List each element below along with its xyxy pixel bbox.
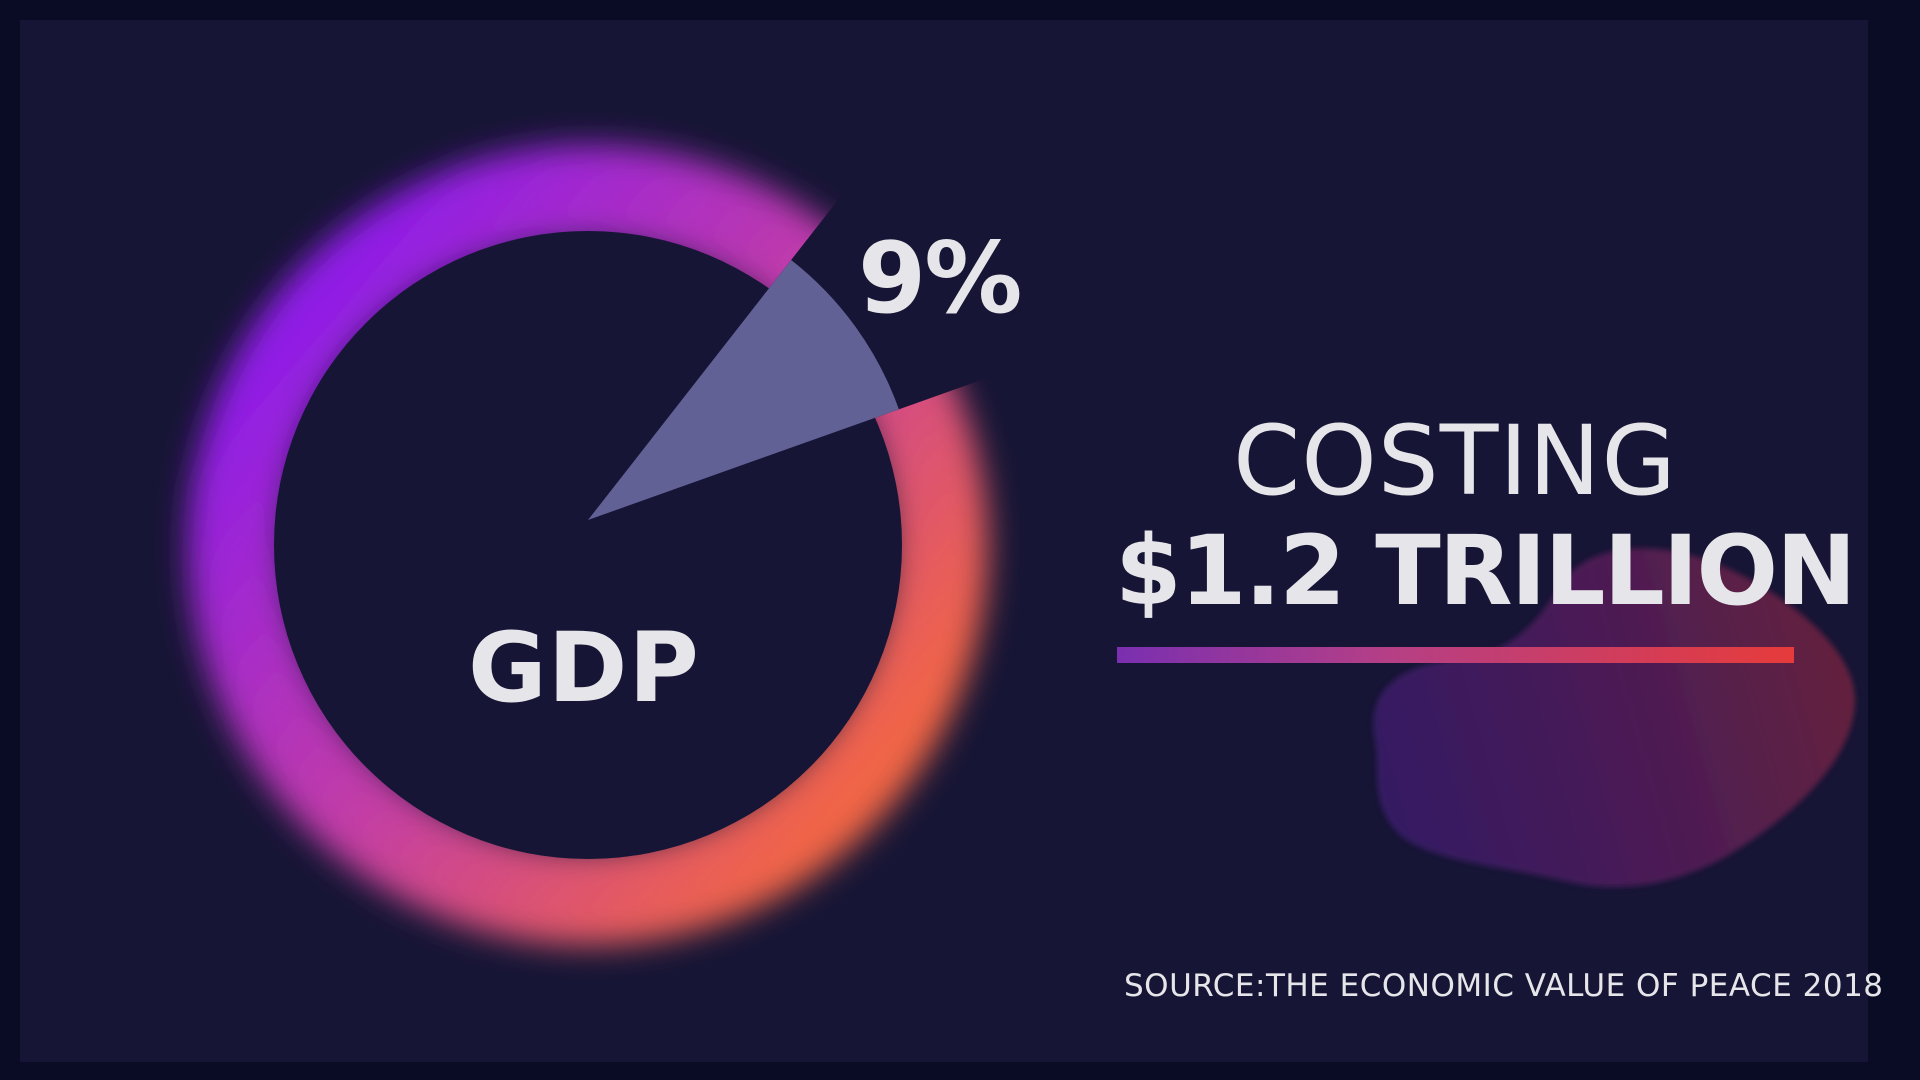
headline-amount: $1.2 TRILLION	[1115, 515, 1856, 627]
headline-underline	[1117, 647, 1794, 663]
slice-label-9-percent: 9%	[858, 222, 1022, 336]
pie-slice-9-percent	[588, 259, 899, 520]
decorative-blob	[1373, 548, 1855, 888]
headline-costing: COSTING	[1233, 405, 1677, 517]
source-credit: SOURCE:THE ECONOMIC VALUE OF PEACE 2018	[1124, 968, 1884, 1004]
center-label-gdp: GDP	[468, 612, 700, 724]
